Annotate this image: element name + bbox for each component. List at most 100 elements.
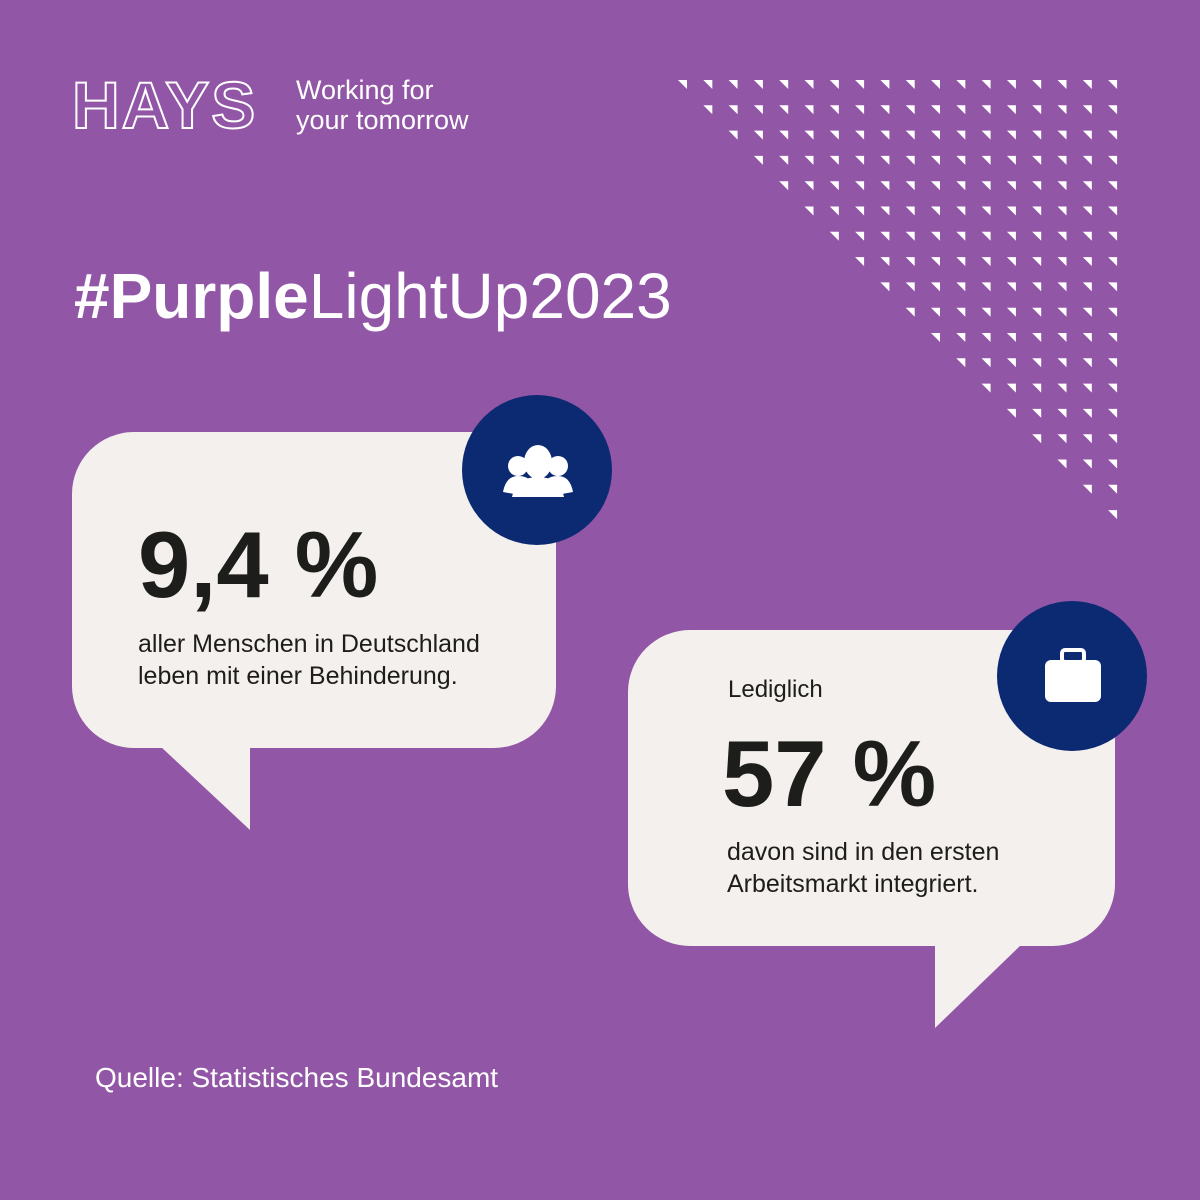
pattern-triangle bbox=[956, 105, 966, 115]
pattern-triangle bbox=[728, 105, 738, 115]
pattern-triangle bbox=[1057, 80, 1067, 89]
pattern-triangle bbox=[1082, 484, 1092, 494]
pattern-triangle bbox=[1057, 333, 1067, 342]
pattern-triangle bbox=[779, 181, 789, 191]
pattern-triangle bbox=[1006, 307, 1016, 317]
pattern-triangle bbox=[1032, 333, 1042, 342]
pattern-triangle bbox=[880, 181, 890, 191]
pattern-triangle bbox=[1082, 181, 1092, 191]
pattern-triangle bbox=[1006, 358, 1016, 368]
headline-bold: #Purple bbox=[74, 260, 309, 332]
pattern-triangle bbox=[1006, 80, 1016, 89]
logo-tagline: your tomorrow bbox=[296, 105, 469, 135]
pattern-triangle bbox=[981, 130, 991, 140]
pattern-triangle bbox=[1032, 231, 1042, 241]
pattern-triangle bbox=[1032, 181, 1042, 191]
pattern-triangle bbox=[753, 155, 763, 165]
headline: #PurpleLightUp2023 bbox=[74, 260, 672, 332]
pattern-triangle bbox=[880, 282, 890, 292]
pattern-triangle bbox=[905, 181, 915, 191]
pattern-triangle bbox=[1082, 434, 1092, 444]
pattern-triangle bbox=[1057, 307, 1067, 317]
pattern-triangle bbox=[905, 80, 915, 89]
pattern-triangle bbox=[956, 282, 966, 292]
pattern-triangle bbox=[905, 105, 915, 115]
stat-text: leben mit einer Behinderung. bbox=[138, 662, 458, 690]
pattern-triangle bbox=[1006, 282, 1016, 292]
pattern-triangle bbox=[1082, 459, 1092, 469]
pattern-triangle bbox=[855, 231, 865, 241]
pattern-triangle bbox=[829, 231, 839, 241]
pattern-triangle bbox=[905, 231, 915, 241]
pattern-triangle bbox=[829, 206, 839, 216]
pattern-triangle bbox=[1108, 155, 1118, 165]
pattern-triangle bbox=[1108, 231, 1118, 241]
pattern-triangle bbox=[1057, 130, 1067, 140]
pattern-triangle bbox=[956, 181, 966, 191]
pattern-triangle bbox=[1006, 257, 1016, 267]
pattern-triangle bbox=[981, 206, 991, 216]
pattern-triangle bbox=[1057, 282, 1067, 292]
pattern-triangle bbox=[804, 181, 814, 191]
pattern-triangle bbox=[1082, 206, 1092, 216]
pattern-triangle bbox=[931, 80, 940, 89]
pattern-triangle bbox=[880, 231, 890, 241]
pattern-triangle bbox=[855, 257, 865, 267]
pattern-triangle bbox=[1057, 231, 1067, 241]
pattern-triangle bbox=[981, 181, 991, 191]
speech-bubble bbox=[628, 630, 1115, 946]
pattern-triangle bbox=[779, 130, 789, 140]
pattern-triangle bbox=[804, 80, 814, 89]
pattern-triangle bbox=[981, 358, 991, 368]
pattern-triangle bbox=[1057, 181, 1067, 191]
pattern-triangle bbox=[829, 130, 839, 140]
pattern-triangle bbox=[804, 206, 814, 216]
pattern-triangle bbox=[1006, 181, 1016, 191]
pattern-triangle bbox=[931, 206, 940, 216]
pattern-triangle bbox=[1108, 307, 1118, 317]
pattern-triangle bbox=[855, 206, 865, 216]
briefcase-icon bbox=[1045, 648, 1101, 702]
pattern-triangle bbox=[1082, 257, 1092, 267]
pattern-triangle bbox=[1006, 333, 1016, 342]
pattern-triangle bbox=[905, 130, 915, 140]
pattern-triangle bbox=[931, 231, 940, 241]
pattern-triangle bbox=[880, 130, 890, 140]
pattern-triangle bbox=[1082, 105, 1092, 115]
pattern-triangle bbox=[855, 181, 865, 191]
pattern-triangle bbox=[1108, 206, 1118, 216]
pattern-triangle bbox=[1057, 257, 1067, 267]
pattern-triangle bbox=[956, 257, 966, 267]
pattern-triangle bbox=[1006, 105, 1016, 115]
pattern-triangle bbox=[1082, 307, 1092, 317]
pattern-triangle bbox=[1108, 333, 1118, 342]
source: Quelle: Statistisches Bundesamt bbox=[95, 1062, 498, 1093]
pattern-triangle bbox=[1108, 484, 1118, 494]
pattern-triangle bbox=[855, 130, 865, 140]
pattern-triangle bbox=[1057, 155, 1067, 165]
pattern-triangle bbox=[855, 105, 865, 115]
pattern-triangle bbox=[931, 130, 940, 140]
pattern-triangle bbox=[956, 155, 966, 165]
pattern-triangle bbox=[1032, 434, 1042, 444]
pattern-triangle bbox=[1108, 282, 1118, 292]
pattern-triangle bbox=[1108, 459, 1118, 469]
pattern-triangle bbox=[981, 155, 991, 165]
pattern-triangle bbox=[804, 130, 814, 140]
pattern-triangle bbox=[829, 80, 839, 89]
logo-brand: HAYS bbox=[72, 68, 257, 142]
bubble-tail bbox=[935, 944, 1022, 1028]
pattern-triangle bbox=[956, 206, 966, 216]
pattern-triangle bbox=[1032, 206, 1042, 216]
pattern-triangle bbox=[1057, 383, 1067, 393]
pattern-triangle bbox=[905, 257, 915, 267]
pattern-triangle bbox=[1032, 408, 1042, 418]
pattern-triangle bbox=[956, 307, 966, 317]
logo-tagline: Working for bbox=[296, 75, 434, 105]
pattern-triangle bbox=[880, 206, 890, 216]
pattern-triangle bbox=[981, 80, 991, 89]
pattern-triangle bbox=[956, 80, 966, 89]
pattern-triangle bbox=[981, 383, 991, 393]
pattern-triangle bbox=[956, 231, 966, 241]
pattern-triangle bbox=[1006, 206, 1016, 216]
